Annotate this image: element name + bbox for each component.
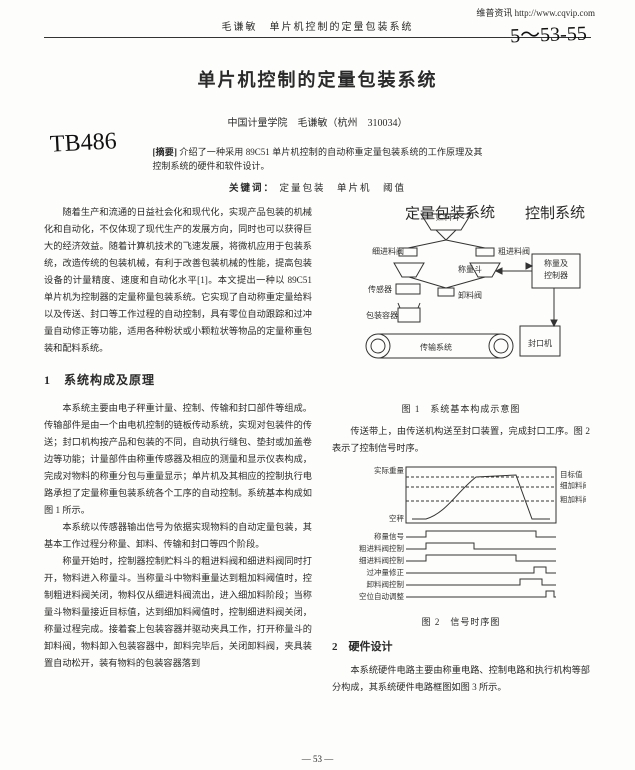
fig1-conveyor-label: 传输系统: [420, 342, 452, 352]
fig2-over-corr-label: 过冲量修正: [367, 567, 405, 577]
page-number: — 53 —: [0, 754, 635, 764]
section-2-heading: 2 硬件设计: [332, 638, 590, 654]
fig2-fine-th-label: 细加料阈值: [560, 480, 586, 490]
fig2-start-label: 称量信号: [374, 531, 404, 541]
fig1-fine-valve-label: 细进料阀: [372, 246, 404, 256]
right-column: 贮料斗 细进料阀 粗进料阀 称量斗 传感器 卸料阀 包装容器 传输系统 封口机 …: [332, 204, 590, 696]
fig2-actual-label: 实际重量: [374, 465, 404, 475]
figure-2-caption: 图 2 信号时序图: [332, 615, 590, 628]
fig2-coarse-ctrl-label: 粗进料阀控制: [359, 543, 404, 553]
figure-2-timing: 实际重量 目标值 细加料阈值 粗加料阈值 空秤 称量信号 粗进料阀控制 细进料阀…: [336, 461, 586, 611]
fig1-sealer-label: 封口机: [528, 338, 552, 348]
affiliation-line: 中国计量学院 毛谦敏（杭州 310034）: [44, 114, 591, 129]
section-2-para-1: 本系统硬件电路主要由称重电路、控制电路和执行机构等部分构成，其系统硬件电路框图如…: [332, 662, 590, 696]
fig2-empty-label: 空秤: [389, 513, 404, 523]
figure-1-diagram: 贮料斗 细进料阀 粗进料阀 称量斗 传感器 卸料阀 包装容器 传输系统 封口机 …: [336, 208, 586, 398]
section-1-para-3: 称量开始时，控制器控制贮料斗的粗进料阀和细进料阀同时打开，物料进入称量斗。当称量…: [44, 553, 312, 672]
fig1-discharge-valve-label: 卸料阀: [458, 290, 482, 300]
right-continuation-para: 传送带上，由传送机构送至封口装置，完成封口工序。图 2 表示了控制信号时序。: [332, 423, 590, 457]
keywords-line: 关键词： 定量包装 单片机 阈值: [44, 180, 591, 194]
fig1-ctrl-label-2: 控制器: [544, 270, 568, 280]
paper-title: 单片机控制的定量包装系统: [44, 66, 591, 92]
abstract-text: 介绍了一种采用 89C51 单片机控制的自动称重定量包装系统的工作原理及其控制系…: [153, 147, 483, 171]
fig1-ctrl-label-1: 称量及: [544, 258, 568, 268]
fig1-container-label: 包装容器: [366, 310, 398, 320]
top-rule: [44, 37, 591, 38]
two-column-body: 随着生产和流通的日益社会化和现代化，实现产品包装的机械化和自动化，不仅体现了现代…: [44, 204, 591, 696]
section-1-para-1: 本系统主要由电子秤重计量、控制、传输和封口部件等组成。传输部件是由一个由电机控制…: [44, 400, 312, 519]
fig2-target-label: 目标值: [560, 469, 583, 479]
handwritten-annotation-1: 定量包装系统: [405, 201, 495, 224]
fig2-fine-ctrl-label: 细进料阀控制: [359, 555, 404, 565]
fig1-weigh-hopper-label: 称量斗: [458, 264, 482, 274]
fig2-zero-adj-label: 空位自动调整: [359, 591, 404, 601]
section-1-para-2: 本系统以传感器输出信号为依据实现物料的自动定量包装，其基本工作过程分称量、卸料、…: [44, 519, 312, 553]
handwritten-annotation-2: 控制系统: [525, 201, 585, 223]
page-body: 毛谦敏 单片机控制的定量包装系统 单片机控制的定量包装系统 TB486 中国计量…: [0, 0, 635, 706]
abstract-label: [摘要]: [153, 147, 177, 157]
fig1-coarse-valve-label: 粗进料阀: [498, 246, 530, 256]
left-column: 随着生产和流通的日益社会化和现代化，实现产品包装的机械化和自动化，不仅体现了现代…: [44, 204, 312, 696]
handwritten-classcode: TB486: [49, 128, 117, 158]
fig2-disch-ctrl-label: 卸料阀控制: [367, 579, 405, 589]
intro-paragraph: 随着生产和流通的日益社会化和现代化，实现产品包装的机械化和自动化，不仅体现了现代…: [44, 204, 312, 357]
abstract: [摘要] 介绍了一种采用 89C51 单片机控制的自动称重定量包装系统的工作原理…: [153, 145, 483, 174]
handwritten-pagecode: 5〜53-55: [510, 17, 588, 49]
section-1-heading: 1 系统构成及原理: [44, 371, 312, 388]
figure-1-caption: 图 1 系统基本构成示意图: [332, 402, 590, 415]
fig1-sensor-label: 传感器: [368, 284, 392, 294]
keywords-text: 定量包装 单片机 阈值: [279, 184, 406, 194]
fig2-coarse-th-label: 粗加料阈值: [560, 494, 586, 504]
keywords-label: 关键词：: [229, 184, 275, 194]
